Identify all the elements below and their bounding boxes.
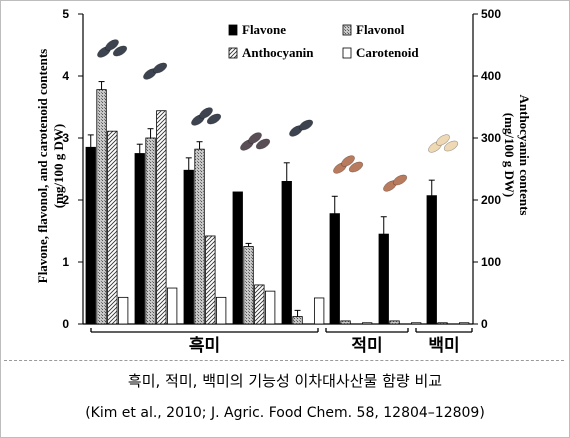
bar-carotenoid bbox=[166, 287, 178, 325]
rice-grain bbox=[443, 140, 459, 152]
legend-label: Carotenoid bbox=[356, 45, 419, 60]
bar-flavone bbox=[378, 233, 389, 325]
bar-flavone bbox=[183, 169, 194, 325]
legend: Flavone Flavonol Anthocyanin Carotenoid bbox=[228, 22, 419, 60]
group-label: 흑미 bbox=[189, 335, 220, 356]
legend-label: Anthocyanin bbox=[242, 45, 314, 60]
bar-flavone bbox=[134, 153, 145, 325]
bar-flavone bbox=[329, 213, 340, 325]
rice-grain bbox=[255, 138, 271, 150]
rice-grain-image bbox=[428, 134, 459, 153]
rice-grain bbox=[199, 107, 213, 119]
rice-grain bbox=[248, 132, 262, 144]
rice-grain-image bbox=[333, 155, 364, 174]
rice-grain bbox=[341, 155, 355, 167]
bar-flavonol bbox=[437, 322, 448, 325]
bar-carotenoid bbox=[215, 296, 227, 325]
bar-anthocyanin bbox=[205, 235, 216, 325]
right-tick-label: 500 bbox=[481, 7, 501, 21]
bar-flavonol bbox=[340, 320, 351, 325]
bar-flavone bbox=[426, 195, 437, 325]
legend-label: Flavone bbox=[242, 22, 286, 37]
caption-citation: (Kim et al., 2010; J. Agric. Food Chem. … bbox=[85, 405, 485, 421]
bar-carotenoid bbox=[410, 322, 422, 325]
legend-label: Flavonol bbox=[356, 22, 405, 37]
bar-flavonol bbox=[96, 89, 107, 325]
right-axis-title: Anthocyanin contents bbox=[517, 95, 532, 216]
legend-swatch-carotenoid bbox=[342, 47, 352, 59]
bar-flavonol bbox=[389, 320, 400, 325]
rice-grain bbox=[112, 45, 128, 57]
left-tick-label: 3 bbox=[62, 131, 69, 145]
rice-grain bbox=[105, 39, 119, 51]
left-tick-label: 2 bbox=[62, 193, 69, 207]
right-tick-label: 400 bbox=[481, 69, 501, 83]
bar-flavonol bbox=[145, 137, 156, 325]
group-label: 적미 bbox=[351, 336, 382, 356]
bar-carotenoid bbox=[264, 290, 276, 325]
legend-swatch-flavone bbox=[228, 24, 238, 36]
figure-caption: 흑미, 적미, 백미의 기능성 이차대사산물 함량 비교 (Kim et al.… bbox=[0, 368, 570, 426]
rice-grain-image bbox=[97, 39, 128, 58]
caption-divider bbox=[4, 360, 564, 361]
bar-anthocyanin bbox=[107, 130, 118, 325]
rice-grain bbox=[436, 134, 450, 146]
rice-grain bbox=[348, 161, 364, 173]
bar-carotenoid bbox=[458, 322, 470, 325]
bar-carotenoid bbox=[313, 297, 325, 325]
bar-flavonol bbox=[292, 316, 303, 325]
bar-flavone bbox=[232, 191, 243, 325]
bar-anthocyanin bbox=[156, 110, 167, 325]
left-tick-label: 4 bbox=[62, 69, 69, 83]
rice-grain-image bbox=[289, 119, 314, 137]
left-tick-label: 5 bbox=[62, 7, 69, 21]
bar-carotenoid bbox=[118, 296, 129, 325]
rice-grain-image bbox=[143, 62, 168, 80]
left-tick-label: 1 bbox=[62, 255, 69, 269]
right-axis-unit: (mg/100 g DW) bbox=[502, 113, 517, 198]
legend-swatch-flavonol bbox=[342, 24, 352, 36]
bar-flavonol bbox=[243, 246, 254, 325]
right-tick-label: 100 bbox=[481, 255, 501, 269]
rice-grain-image bbox=[383, 174, 408, 192]
bar-flavone bbox=[85, 146, 96, 325]
left-axis-unit: (mg/100 g DW) bbox=[51, 124, 66, 209]
rice-grain-image bbox=[240, 132, 271, 151]
right-tick-label: 200 bbox=[481, 193, 501, 207]
bar-flavone bbox=[281, 180, 292, 325]
left-tick-label: 0 bbox=[62, 317, 69, 331]
rice-grain-image bbox=[191, 107, 222, 126]
rice-grain bbox=[206, 113, 222, 125]
rice-grain bbox=[298, 119, 314, 131]
left-axis-title: Flavone, flavonol, and carotenoid conten… bbox=[35, 49, 50, 284]
grain-photos bbox=[97, 39, 459, 192]
right-tick-label: 0 bbox=[481, 317, 488, 331]
bar-carotenoid bbox=[361, 322, 373, 325]
caption-title: 흑미, 적미, 백미의 기능성 이차대사산물 함량 비교 bbox=[127, 372, 443, 390]
rice-grain bbox=[152, 62, 168, 74]
rice-grain bbox=[392, 174, 408, 186]
bar-flavonol bbox=[194, 148, 205, 325]
legend-swatch-anthocyanin bbox=[228, 47, 238, 59]
group-label: 백미 bbox=[428, 336, 459, 356]
right-tick-label: 300 bbox=[481, 131, 501, 145]
bar-anthocyanin bbox=[254, 284, 265, 325]
